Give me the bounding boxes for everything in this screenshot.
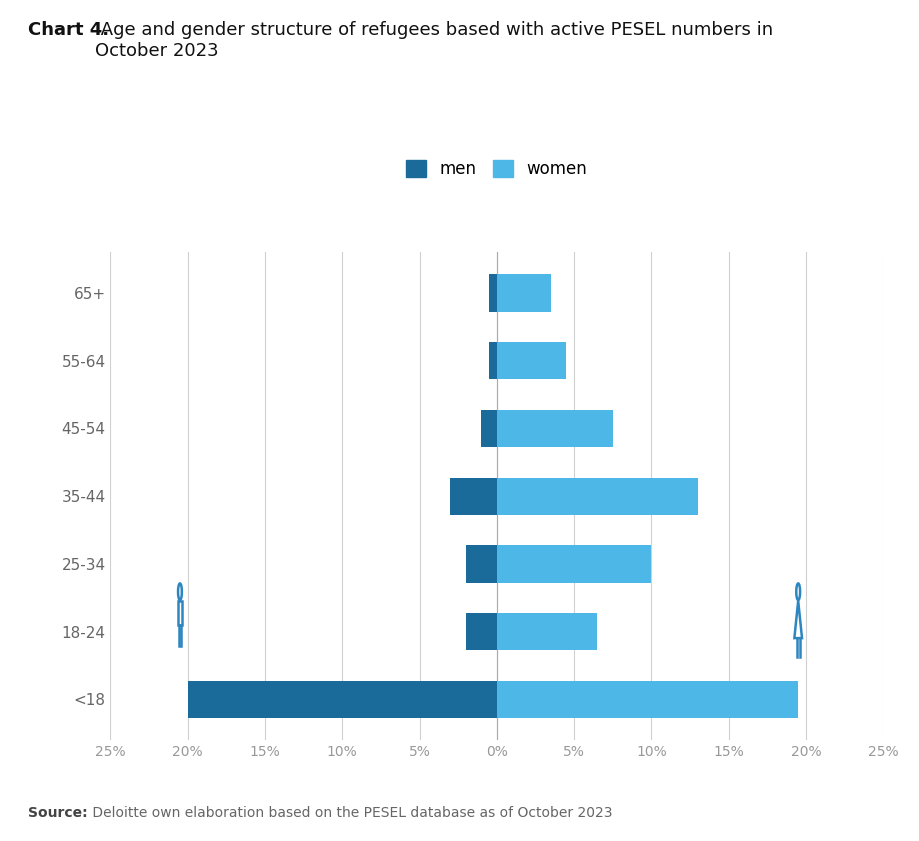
Bar — [465, 613, 496, 650]
Bar — [489, 274, 496, 311]
Bar — [465, 545, 496, 583]
Bar — [496, 342, 566, 379]
Text: Deloitte own elaboration based on the PESEL database as of October 2023: Deloitte own elaboration based on the PE… — [88, 806, 612, 820]
Bar — [496, 410, 612, 447]
Text: Age and gender structure of refugees based with active PESEL numbers in
October : Age and gender structure of refugees bas… — [95, 21, 772, 60]
Bar — [489, 342, 496, 379]
Bar — [496, 274, 550, 311]
Bar — [496, 478, 697, 515]
Text: Source:: Source: — [28, 806, 87, 820]
Text: Chart 4.: Chart 4. — [28, 21, 108, 39]
Bar — [496, 613, 596, 650]
Bar — [187, 681, 496, 718]
Bar — [496, 545, 651, 583]
Bar — [450, 478, 496, 515]
Bar — [481, 410, 496, 447]
Legend: men, women: men, women — [399, 153, 594, 185]
Bar — [496, 681, 798, 718]
